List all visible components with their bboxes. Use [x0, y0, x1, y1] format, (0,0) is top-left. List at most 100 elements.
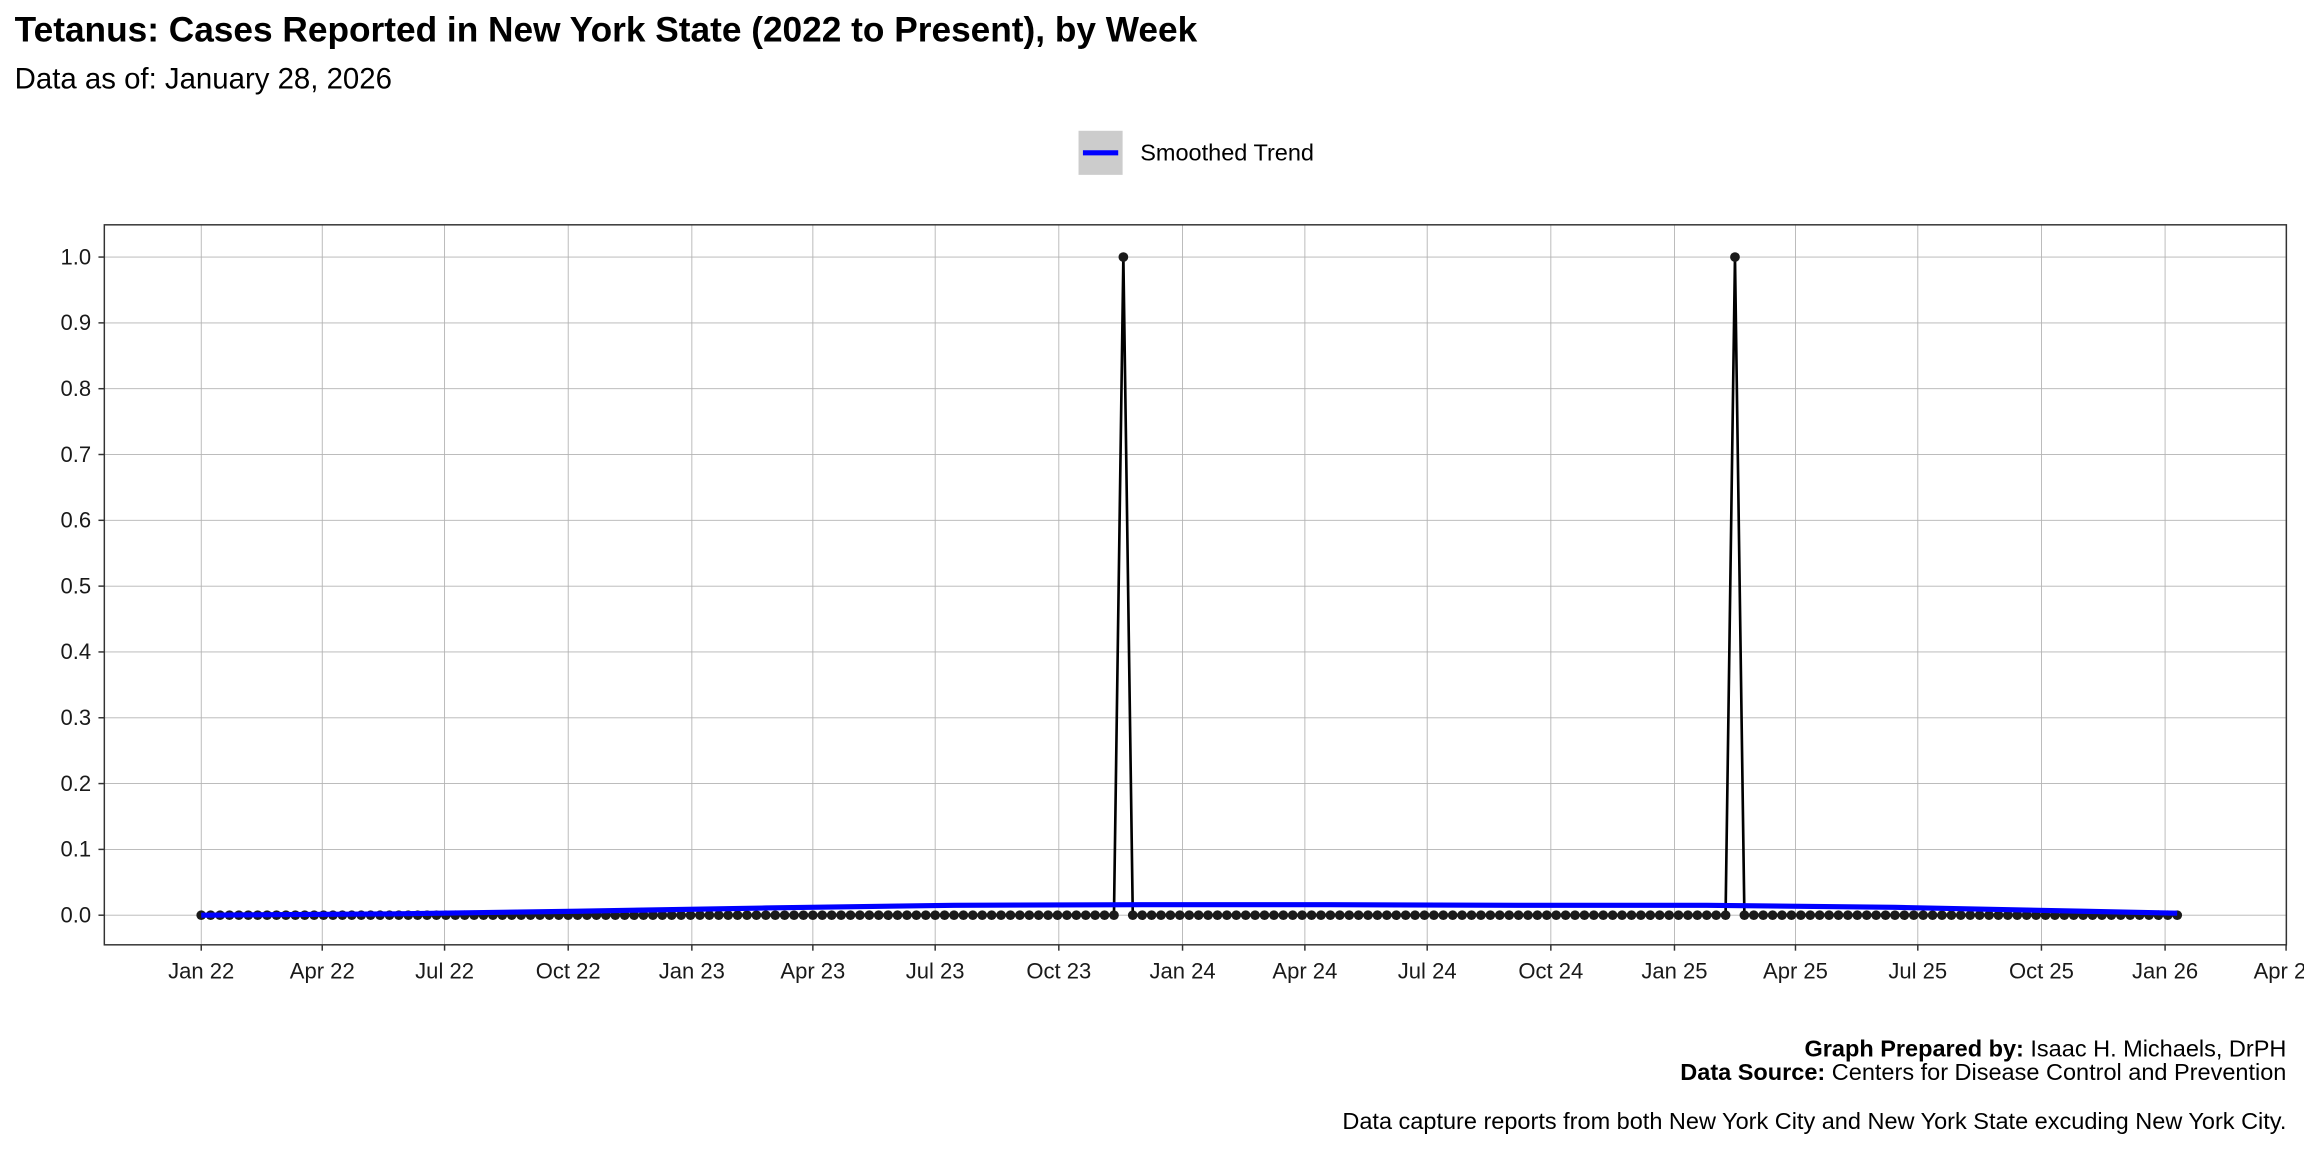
data-point	[1457, 910, 1467, 921]
data-point	[1325, 910, 1336, 921]
data-point	[1880, 910, 1891, 921]
data-point	[1400, 910, 1411, 921]
data-point	[751, 910, 762, 921]
data-point	[648, 910, 658, 921]
data-point	[1278, 910, 1289, 921]
data-point	[1222, 910, 1232, 921]
data-point	[742, 910, 752, 921]
data-point	[1852, 910, 1863, 921]
x-tick-label: Jan 22	[168, 959, 234, 984]
data-point	[1269, 910, 1279, 921]
data-point	[1485, 910, 1496, 921]
data-point	[1890, 910, 1900, 921]
data-point	[1777, 910, 1787, 921]
data-point	[930, 910, 941, 921]
data-point	[666, 910, 677, 921]
x-tick-label: Jul 24	[1398, 959, 1457, 984]
caption-text: Centers for Disease Control and Preventi…	[1832, 1059, 2287, 1085]
data-point	[1334, 910, 1345, 921]
data-point	[1353, 910, 1364, 921]
y-tick-label: 0.1	[60, 837, 91, 862]
data-point	[892, 910, 903, 921]
data-point	[1372, 910, 1383, 921]
data-point	[808, 910, 818, 921]
data-point	[1005, 910, 1016, 921]
data-point	[1974, 910, 1985, 921]
data-point	[704, 910, 715, 921]
data-point	[1664, 910, 1674, 921]
data-point	[1137, 910, 1148, 921]
data-point	[1090, 910, 1100, 921]
data-point	[676, 910, 686, 921]
data-point	[1758, 910, 1769, 921]
data-point	[1146, 910, 1157, 921]
data-point	[1504, 910, 1514, 921]
data-point	[1099, 910, 1110, 921]
y-tick-label: 0.6	[60, 508, 91, 533]
data-point	[685, 910, 696, 921]
data-point	[1748, 910, 1759, 921]
data-point	[836, 910, 846, 921]
x-tick-label: Apr 23	[780, 959, 845, 984]
data-point	[1965, 910, 1976, 921]
data-point	[1494, 910, 1505, 921]
y-tick-label: 0.4	[60, 639, 91, 664]
data-point	[1523, 910, 1533, 921]
x-tick-label: Jul 22	[415, 959, 474, 984]
data-point	[1447, 910, 1458, 921]
data-point	[638, 910, 649, 921]
data-point	[996, 910, 1006, 921]
data-point	[1410, 910, 1420, 921]
data-point	[1984, 910, 1994, 921]
data-point	[1033, 910, 1044, 921]
x-tick-label: Jan 24	[1149, 959, 1215, 984]
x-tick-label: Oct 25	[2009, 959, 2074, 984]
data-point	[1607, 910, 1618, 921]
x-tick-label: Jan 26	[2132, 959, 2198, 984]
data-point	[1024, 910, 1035, 921]
data-point	[1711, 910, 1722, 921]
data-point	[1654, 910, 1665, 921]
data-point	[1814, 910, 1825, 921]
x-tick-label: Jan 23	[659, 959, 725, 984]
data-point	[1730, 252, 1740, 262]
data-point	[1344, 910, 1355, 921]
data-point	[1052, 910, 1063, 921]
data-point	[1015, 910, 1025, 921]
data-point	[1080, 910, 1091, 921]
data-point	[1570, 910, 1580, 921]
data-point	[873, 910, 884, 921]
data-point	[967, 910, 978, 921]
y-tick-label: 0.7	[60, 442, 91, 467]
x-tick-label: Jul 23	[906, 959, 965, 984]
data-point	[1127, 910, 1138, 921]
data-point	[817, 910, 828, 921]
data-point	[1212, 910, 1223, 921]
data-point	[1626, 910, 1637, 921]
data-point	[845, 910, 856, 921]
data-point	[713, 910, 724, 921]
data-point	[1636, 910, 1646, 921]
y-tick-label: 0.8	[60, 376, 91, 401]
caption-note: Data capture reports from both New York …	[1342, 1108, 2286, 1134]
data-point	[1805, 910, 1816, 921]
data-point	[1118, 252, 1129, 262]
data-point	[1240, 910, 1251, 921]
data-point	[1391, 910, 1402, 921]
data-point	[1692, 910, 1703, 921]
data-point	[1560, 910, 1571, 921]
data-point	[2002, 910, 2013, 921]
x-tick-label: Oct 23	[1026, 959, 1091, 984]
y-tick-label: 0.3	[60, 705, 91, 730]
data-point	[1871, 910, 1881, 921]
data-point	[1363, 910, 1373, 921]
data-point	[1908, 910, 1919, 921]
data-point	[760, 910, 771, 921]
x-tick-label: Apr 25	[1763, 959, 1828, 984]
data-point	[1598, 910, 1609, 921]
data-point	[864, 910, 875, 921]
caption-prepared: Graph Prepared by: Isaac H. Michaels, Dr…	[1804, 1036, 2286, 1062]
y-tick-label: 0.0	[60, 902, 91, 927]
x-tick-label: Oct 24	[1518, 959, 1583, 984]
